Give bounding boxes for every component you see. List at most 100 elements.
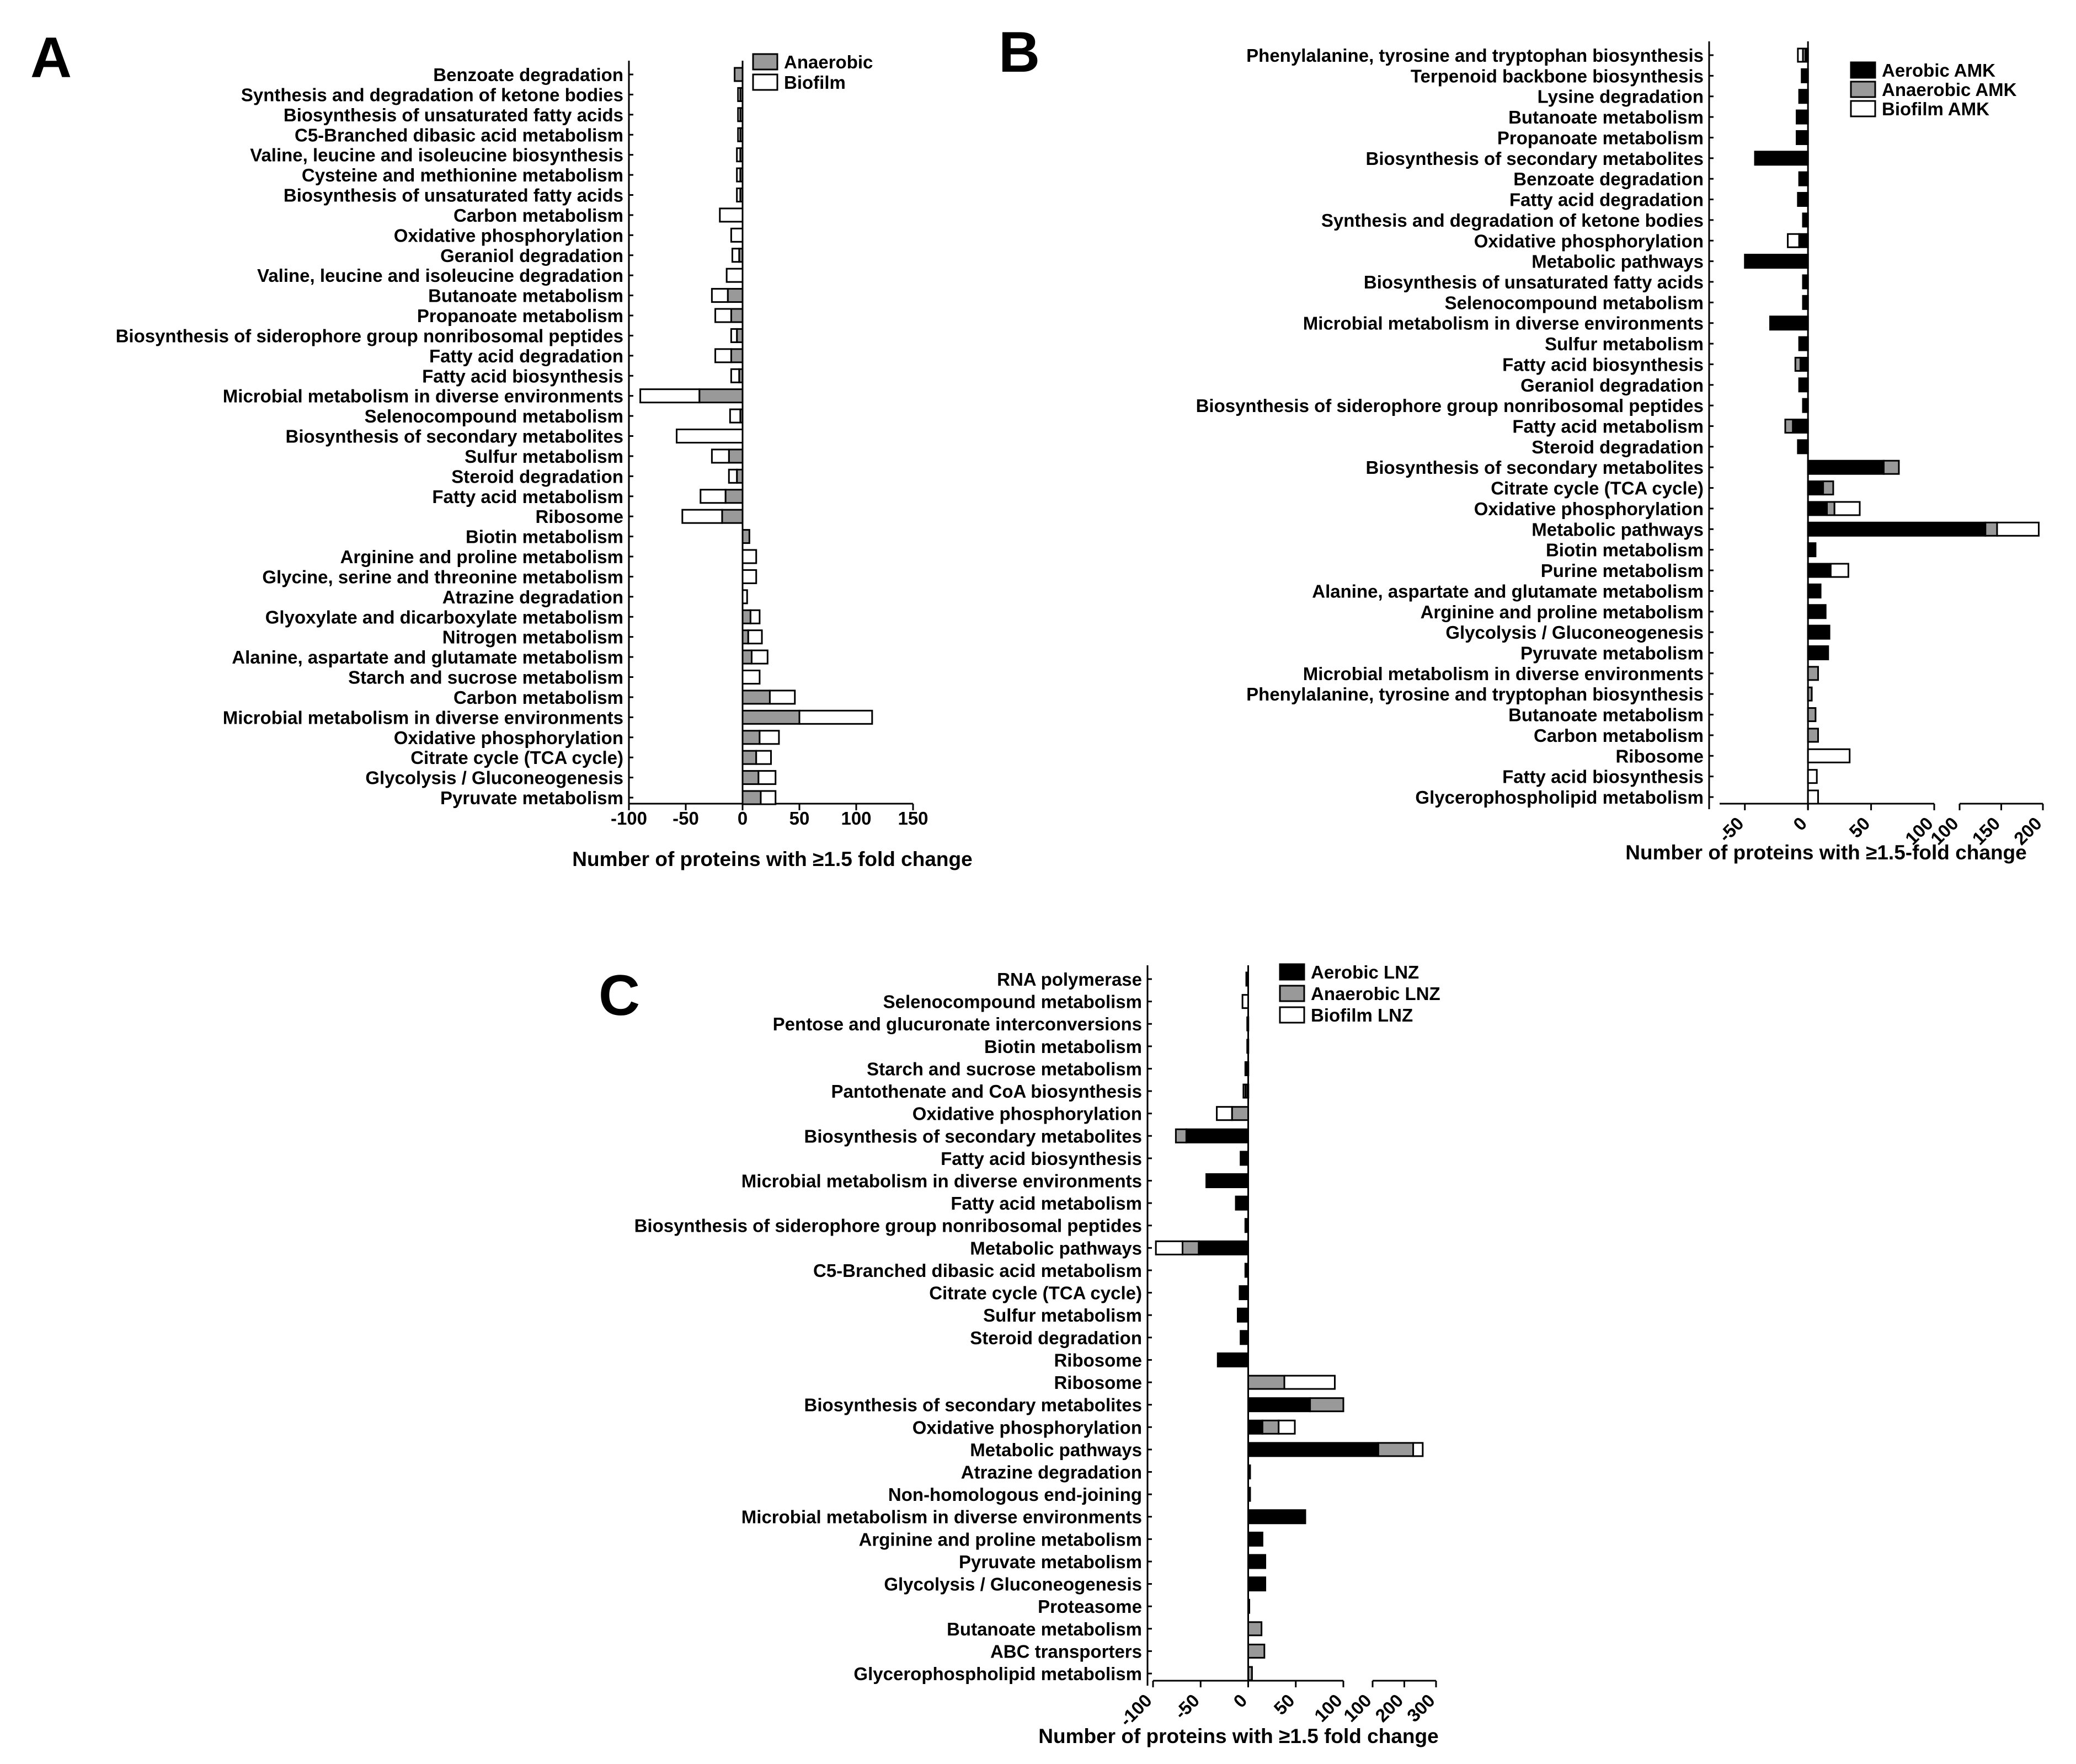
bar-biofilm <box>741 549 757 564</box>
bar-anaerobic <box>1175 1128 1187 1143</box>
bar-biofilm <box>736 147 741 163</box>
bar-biofilm <box>798 709 873 725</box>
bar-anaerobic <box>1247 1621 1263 1637</box>
legend-label-biofilm: Biofilm LNZ <box>1311 1005 1413 1025</box>
category-label: Pyruvate metabolism <box>1520 643 1704 663</box>
bar-biofilm <box>1797 47 1804 63</box>
category-label: Terpenoid backbone biosynthesis <box>1411 66 1704 86</box>
bar-aerobic <box>1798 171 1809 186</box>
legend-swatch-anaerobic <box>752 53 778 71</box>
bar-aerobic <box>1797 439 1809 455</box>
bar-biofilm <box>730 227 744 243</box>
bar-aerobic <box>1247 1576 1267 1592</box>
category-label: Benzoate degradation <box>433 65 623 85</box>
category-label: Selenocompound metabolism <box>883 992 1142 1012</box>
category-label: Microbial metabolism in diverse environm… <box>223 386 623 407</box>
bar-biofilm <box>1246 1016 1250 1031</box>
category-label: Selenocompound metabolism <box>1445 292 1704 313</box>
category-label: Glycolysis / Gluconeogenesis <box>365 768 623 788</box>
bar-biofilm <box>681 509 723 524</box>
category-label: Citrate cycle (TCA cycle) <box>929 1283 1142 1303</box>
category-label: Oxidative phosphorylation <box>1474 499 1704 519</box>
bar-aerobic <box>1798 377 1809 393</box>
bar-anaerobic <box>1309 1397 1344 1413</box>
category-label: Citrate cycle (TCA cycle) <box>410 747 623 768</box>
bar-aerobic <box>1198 1240 1250 1255</box>
bar-aerobic <box>1245 971 1250 987</box>
category-label: Phenylalanine, tyrosine and tryptophan b… <box>1246 684 1704 704</box>
category-label: Alanine, aspartate and glutamate metabol… <box>232 647 623 667</box>
bar-aerobic <box>1807 645 1829 660</box>
bar-anaerobic <box>1794 356 1801 372</box>
bar-anaerobic <box>741 689 771 705</box>
bar-aerobic <box>1802 274 1809 290</box>
category-label: Oxidative phosphorylation <box>394 225 623 245</box>
bar-biofilm <box>1283 1375 1336 1390</box>
category-label: Valine, leucine and isoleucine degradati… <box>257 265 623 286</box>
category-label: Citrate cycle (TCA cycle) <box>1491 478 1704 499</box>
bar-anaerobic <box>741 730 761 745</box>
bar-biofilm <box>639 388 701 404</box>
category-label: Fatty acid biosynthesis <box>422 366 623 386</box>
legend-label-biofilm: Biofilm AMK <box>1882 99 1989 119</box>
category-label: Steroid degradation <box>970 1328 1142 1348</box>
bar-anaerobic <box>1807 666 1819 681</box>
bar-biofilm <box>700 489 727 504</box>
bar-anaerobic <box>1247 1643 1266 1659</box>
category-label: Ribosome <box>1054 1372 1142 1393</box>
bar-biofilm <box>736 188 741 202</box>
bar-biofilm <box>714 348 732 364</box>
bar-anaerobic <box>741 649 753 665</box>
bar-biofilm <box>1833 501 1861 516</box>
category-label: Pentose and glucuronate interconversions <box>773 1014 1142 1034</box>
category-label: Geraniol degradation <box>440 245 623 266</box>
bar-anaerobic <box>730 348 744 364</box>
bar-aerobic <box>1244 1263 1249 1278</box>
category-label: C5-Branched dibasic acid metabolism <box>813 1260 1142 1281</box>
x-tick-label: 50 <box>789 808 810 828</box>
bar-aerobic <box>1798 336 1809 351</box>
bar-anaerobic <box>721 509 744 524</box>
bar-aerobic <box>1244 1218 1249 1233</box>
category-label: Valine, leucine and isoleucine biosynthe… <box>250 145 623 165</box>
category-label: Atrazine degradation <box>442 587 623 607</box>
bar-aerobic <box>1247 1599 1250 1614</box>
category-label: Glycine, serine and threonine metabolism <box>262 566 623 587</box>
category-label: Biosynthesis of secondary metabolites <box>1365 457 1704 478</box>
bar-aerobic <box>1801 68 1809 83</box>
bar-biofilm <box>769 689 796 705</box>
category-label: Butanoate metabolism <box>947 1619 1142 1639</box>
category-label: Carbon metabolism <box>453 205 623 226</box>
category-label: C5-Branched dibasic acid metabolism <box>295 125 623 145</box>
category-label: Fatty acid biosynthesis <box>1502 354 1704 375</box>
bar-biofilm <box>725 268 744 283</box>
x-tick-label: 150 <box>898 808 928 828</box>
bar-biofilm <box>730 328 738 343</box>
category-label: Biosynthesis of siderophore group nonrib… <box>634 1216 1142 1236</box>
bar-anaerobic <box>1261 1419 1280 1435</box>
category-label: Biosynthesis of secondary metabolites <box>285 426 623 447</box>
category-label: ABC transporters <box>990 1641 1142 1661</box>
category-label: Fatty acid biosynthesis <box>941 1148 1142 1169</box>
bar-aerobic <box>1205 1173 1250 1189</box>
bar-biofilm <box>1242 1083 1246 1099</box>
legend-label-aerobic: Aerobic AMK <box>1882 60 1995 81</box>
bar-aerobic <box>1798 233 1809 248</box>
bar-aerobic <box>1807 542 1817 558</box>
bar-biofilm <box>736 167 741 183</box>
x-axis-label: Number of proteins with ≥1.5 fold change <box>1038 1725 1438 1747</box>
bar-anaerobic <box>734 67 744 82</box>
bar-anaerobic <box>1247 1375 1285 1390</box>
category-label: Fatty acid degradation <box>1509 190 1704 210</box>
category-label: Oxidative phosphorylation <box>912 1104 1142 1124</box>
bar-aerobic <box>1239 1285 1250 1301</box>
category-label: Steroid degradation <box>1531 437 1704 457</box>
bar-aerobic <box>1744 254 1809 269</box>
category-label: Propanoate metabolism <box>1497 127 1704 148</box>
category-label: Metabolic pathways <box>970 1238 1142 1258</box>
bar-biofilm <box>759 730 780 745</box>
bar-biofilm <box>760 790 777 805</box>
bar-aerobic <box>1235 1195 1249 1211</box>
bar-anaerobic <box>728 448 744 464</box>
